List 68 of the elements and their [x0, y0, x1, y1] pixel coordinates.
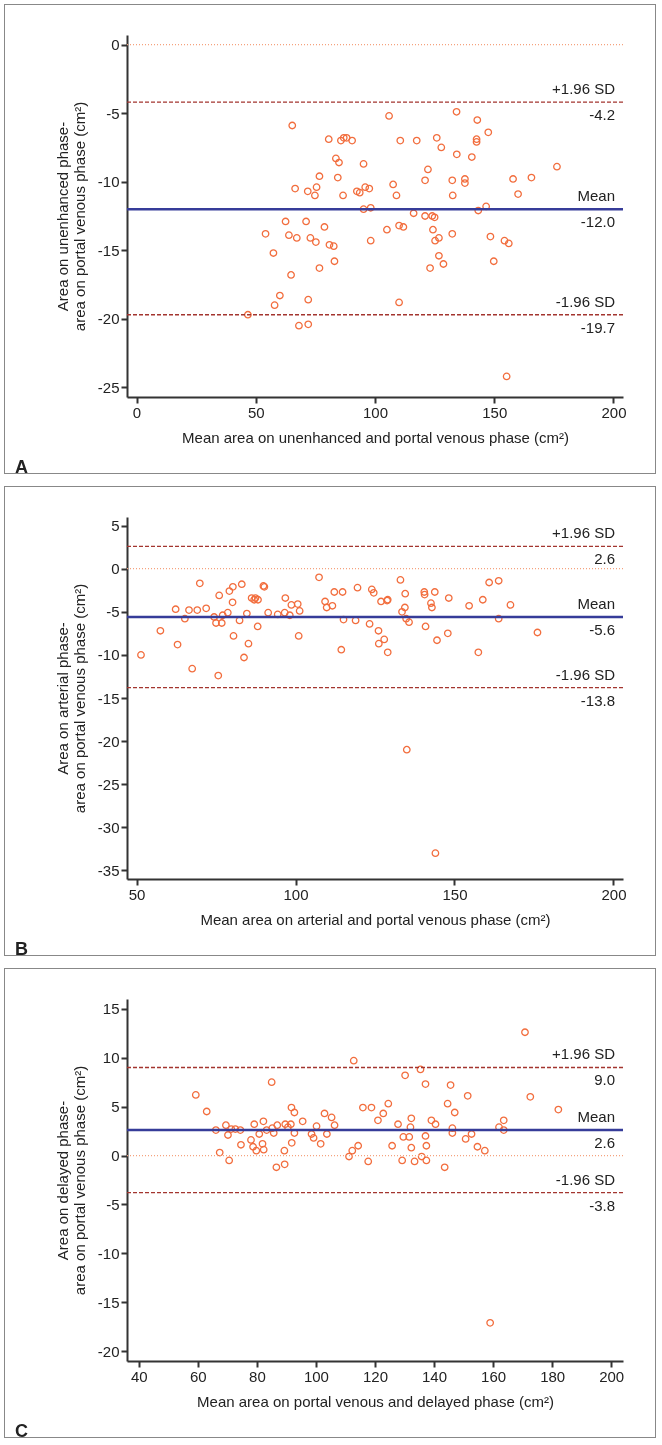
ref-line-label: -1.96 SD [555, 292, 616, 310]
y-tick-label: -5 [106, 1195, 120, 1213]
annotation: -4.2 [589, 106, 615, 124]
annotation: -3.8 [589, 1196, 615, 1214]
x-tick-label: 100 [362, 403, 389, 421]
y-tick-label: 5 [111, 517, 120, 535]
ref-line-label: -1.96 SD [555, 1170, 616, 1188]
y-axis-title: Area on delayed phase- area on portal venous phase (cm²) [53, 1065, 88, 1296]
x-axis-title: Mean area on portal venous and delayed phase (cm²) [197, 1392, 554, 1410]
x-axis-title: Mean area on arterial and portal venous phase (cm²) [200, 910, 551, 928]
x-tick-label: 60 [190, 1367, 207, 1385]
annotation: -5.6 [589, 620, 615, 638]
x-tick-label: 40 [130, 1367, 148, 1385]
x-tick-label: 200 [601, 403, 627, 421]
y-tick-label: -15 [97, 241, 120, 259]
x-tick-label: 150 [442, 885, 468, 903]
y-tick-label: -20 [97, 732, 120, 750]
y-tick-label: 0 [111, 560, 120, 578]
ref-line-label: Mean [577, 1108, 615, 1126]
y-tick-label: 5 [111, 1098, 120, 1116]
y-tick-label: -25 [97, 378, 120, 396]
y-tick-label: -10 [97, 646, 120, 664]
y-tick-label: -30 [97, 818, 120, 836]
text: B [15, 939, 28, 959]
annotation: 2.6 [594, 550, 615, 568]
x-tick-label: 160 [481, 1367, 507, 1385]
annotation: -12.0 [580, 213, 615, 231]
y-tick-label: 0 [111, 1147, 120, 1165]
x-tick-label: 140 [422, 1367, 448, 1385]
ref-line-label: Mean [577, 187, 615, 205]
x-tick-label: 120 [362, 1367, 389, 1385]
y-axis-title: Area on arterial phase- area on portal venous phase (cm²) [53, 583, 88, 814]
ref-line-label: -1.96 SD [555, 665, 616, 683]
y-tick-label: -15 [97, 1293, 120, 1311]
ref-line-label: +1.96 SD [552, 80, 616, 98]
text: C [15, 1421, 28, 1441]
x-tick-label: 0 [132, 403, 142, 421]
text: A [15, 457, 28, 477]
annotation: 2.6 [594, 1134, 615, 1152]
x-tick-label: 200 [601, 885, 627, 903]
x-tick-label: 80 [249, 1367, 266, 1385]
y-tick-label: -20 [97, 1342, 120, 1360]
y-tick-label: 15 [102, 1000, 120, 1018]
x-tick-label: 100 [303, 1367, 329, 1385]
annotation: -13.8 [580, 691, 615, 709]
y-tick-label: -10 [97, 173, 120, 191]
annotation: 9.0 [594, 1071, 615, 1089]
y-tick-label: -5 [106, 104, 120, 122]
ref-line-label: +1.96 SD [552, 524, 616, 542]
ref-line-label: +1.96 SD [552, 1045, 616, 1063]
x-tick-label: 150 [482, 403, 508, 421]
y-axis-title: Area on unenhanced phase- area on portal venous phase (cm²) [53, 101, 88, 332]
x-tick-label: 100 [283, 885, 309, 903]
annotation: -19.7 [580, 318, 615, 336]
x-tick-label: 180 [540, 1367, 566, 1385]
x-axis-title: Mean area on unenhanced and portal venous phase (cm²) [182, 428, 569, 446]
y-tick-label: 0 [111, 36, 120, 54]
y-tick-label: -25 [97, 775, 120, 793]
y-tick-label: -10 [97, 1244, 120, 1262]
y-tick-label: -5 [106, 603, 120, 621]
y-tick-label: 10 [102, 1049, 120, 1067]
y-tick-label: -35 [97, 861, 120, 879]
x-tick-label: 50 [128, 885, 146, 903]
x-tick-label: 50 [247, 403, 265, 421]
y-tick-label: -15 [97, 689, 120, 707]
ref-line-label: Mean [577, 594, 615, 612]
x-tick-label: 200 [599, 1367, 625, 1385]
y-tick-label: -20 [97, 310, 120, 328]
